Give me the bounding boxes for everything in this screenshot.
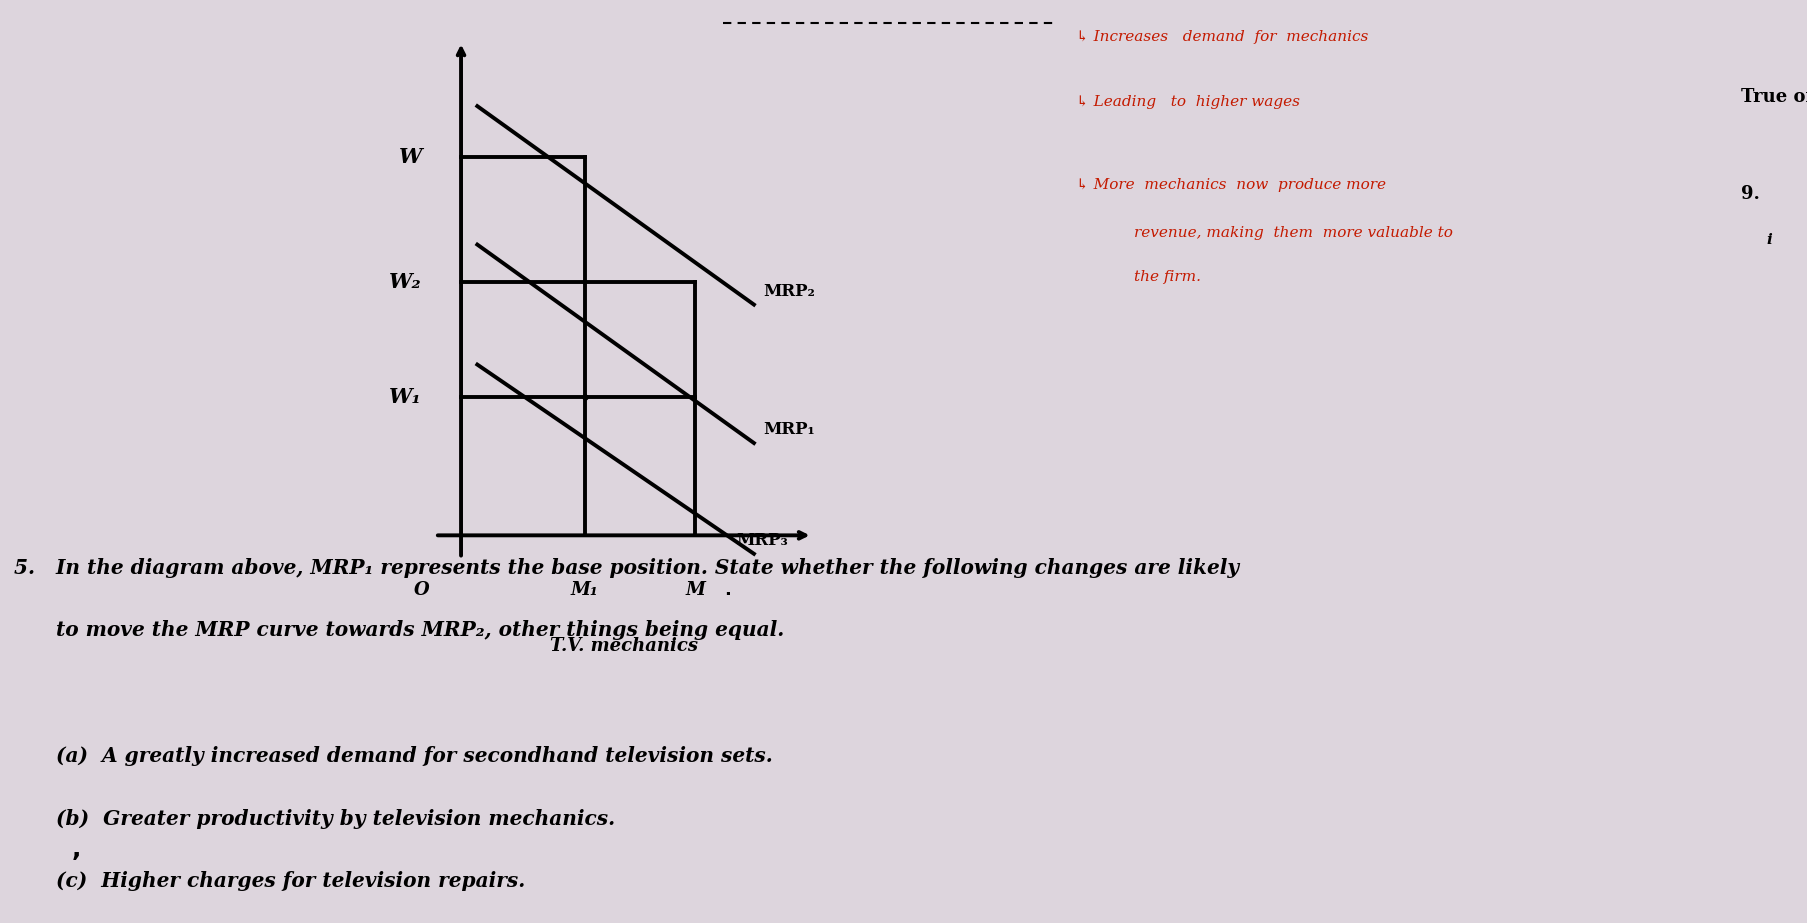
Text: 9.: 9. <box>1740 185 1758 203</box>
Text: (b)  Greater productivity by television mechanics.: (b) Greater productivity by television m… <box>14 809 614 829</box>
Text: (a)  A greatly increased demand for secondhand television sets.: (a) A greatly increased demand for secon… <box>14 746 773 766</box>
Text: MRP₃: MRP₃ <box>735 533 788 549</box>
Text: (c)  Higher charges for television repairs.: (c) Higher charges for television repair… <box>14 871 526 892</box>
Text: ↳ Increases   demand  for  mechanics: ↳ Increases demand for mechanics <box>1075 30 1368 44</box>
Text: ↳ More  mechanics  now  produce more: ↳ More mechanics now produce more <box>1075 177 1384 192</box>
Text: ↳ Leading   to  higher wages: ↳ Leading to higher wages <box>1075 94 1299 109</box>
Text: ,: , <box>70 837 81 861</box>
Text: True or: True or <box>1740 88 1807 106</box>
Text: the firm.: the firm. <box>1133 270 1200 284</box>
Text: T.V. mechanics: T.V. mechanics <box>549 637 698 655</box>
Text: M₁: M₁ <box>571 581 598 600</box>
Text: MRP₂: MRP₂ <box>763 283 815 300</box>
Text: revenue, making  them  more valuable to: revenue, making them more valuable to <box>1133 225 1451 240</box>
Text: .: . <box>725 581 732 600</box>
Text: O: O <box>414 581 430 600</box>
Text: MRP₁: MRP₁ <box>763 422 815 438</box>
Text: 5.   In the diagram above, MRP₁ represents the base position. State whether the : 5. In the diagram above, MRP₁ represents… <box>14 557 1240 578</box>
Text: M: M <box>685 581 705 600</box>
Text: W: W <box>398 147 421 167</box>
Text: W₂: W₂ <box>389 271 421 292</box>
Text: i: i <box>1765 233 1771 247</box>
Text: to move the MRP curve towards MRP₂, other things being equal.: to move the MRP curve towards MRP₂, othe… <box>14 620 784 641</box>
Text: W₁: W₁ <box>389 387 421 407</box>
